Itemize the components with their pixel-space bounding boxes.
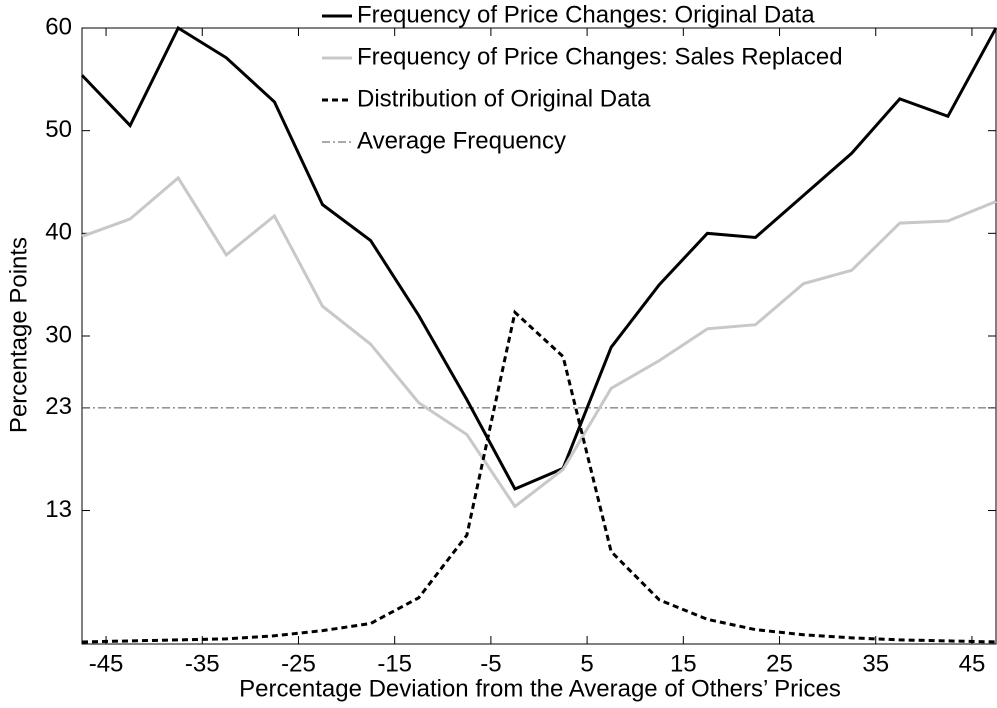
x-tick-label: -5 — [480, 650, 501, 677]
y-tick-label: 13 — [45, 496, 72, 523]
y-tick-label: 40 — [45, 219, 72, 246]
series-line — [81, 175, 997, 509]
legend-label: Average Frequency — [357, 127, 566, 154]
x-tick-label: -25 — [281, 650, 316, 677]
x-tick-label: 15 — [670, 650, 697, 677]
series-line — [81, 309, 997, 644]
legend-label: Distribution of Original Data — [357, 85, 651, 112]
y-tick-label: 50 — [45, 116, 72, 143]
series-line — [80, 25, 997, 491]
y-tick-label: 30 — [45, 321, 72, 348]
x-axis-label: Percentage Deviation from the Average of… — [239, 675, 841, 702]
x-tick-label: 5 — [580, 650, 593, 677]
x-tick-label: -15 — [377, 650, 412, 677]
legend-label: Frequency of Price Changes: Original Dat… — [357, 1, 815, 28]
x-tick-label: 25 — [766, 650, 793, 677]
legend-label: Frequency of Price Changes: Sales Replac… — [357, 43, 843, 70]
y-tick-label: 23 — [45, 393, 72, 420]
y-tick-label: 60 — [45, 13, 72, 40]
x-tick-label: -35 — [185, 650, 220, 677]
x-tick-label: -45 — [89, 650, 124, 677]
x-tick-label: 45 — [959, 650, 986, 677]
y-axis-label: Percentage Points — [5, 237, 32, 433]
x-tick-label: 35 — [862, 650, 889, 677]
